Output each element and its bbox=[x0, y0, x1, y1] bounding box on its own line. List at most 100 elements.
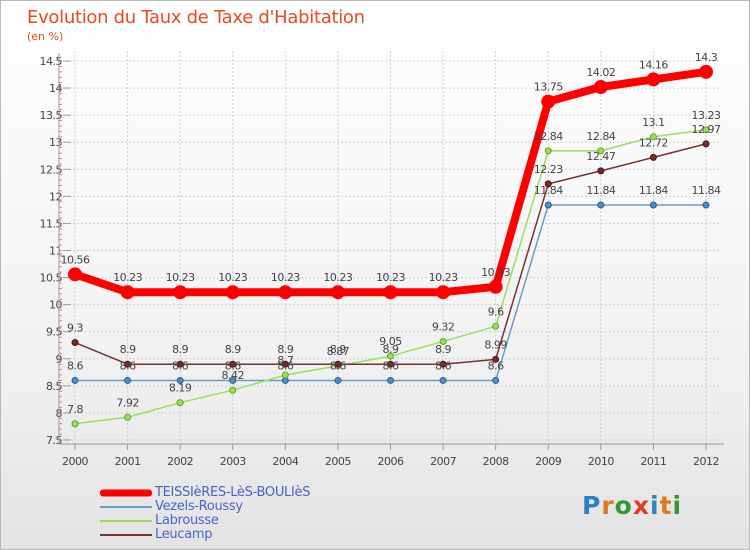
data-point bbox=[334, 360, 342, 368]
logo-letter: P bbox=[582, 491, 602, 520]
data-label: 10.23 bbox=[271, 271, 300, 284]
data-label: 8.9 bbox=[383, 343, 399, 356]
data-point bbox=[544, 180, 552, 188]
data-label: 8.7 bbox=[277, 354, 293, 367]
data-label: 8.99 bbox=[484, 338, 507, 351]
legend-swatch-teissieres bbox=[100, 489, 152, 497]
y-tick-label: 10.5 bbox=[40, 272, 63, 285]
data-point bbox=[229, 376, 237, 384]
data-label: 8.87 bbox=[327, 345, 350, 358]
data-point bbox=[544, 147, 552, 155]
unit-label: (en %) bbox=[27, 30, 64, 43]
data-point bbox=[71, 376, 79, 384]
x-tick-label: 2006 bbox=[378, 455, 404, 468]
data-point bbox=[702, 126, 710, 134]
data-label: 8.9 bbox=[277, 343, 293, 356]
data-point bbox=[124, 413, 132, 421]
data-label: 8.6 bbox=[277, 359, 293, 372]
data-label: 9.3 bbox=[67, 322, 83, 335]
data-point bbox=[544, 201, 552, 209]
x-tick-label: 2003 bbox=[220, 455, 246, 468]
data-point bbox=[492, 355, 500, 363]
data-label: 9.6 bbox=[488, 305, 504, 318]
data-point bbox=[281, 371, 289, 379]
data-label: 8.6 bbox=[488, 359, 504, 372]
data-label: 14.16 bbox=[639, 58, 668, 71]
data-label: 8.9 bbox=[225, 343, 241, 356]
data-label: 7.8 bbox=[67, 403, 83, 416]
data-label: 12.97 bbox=[692, 123, 721, 136]
data-label: 10.23 bbox=[218, 271, 247, 284]
data-label: 8.9 bbox=[172, 343, 188, 356]
data-point bbox=[492, 322, 500, 330]
data-label: 9.05 bbox=[379, 335, 402, 348]
data-label: 8.6 bbox=[120, 359, 136, 372]
data-label: 13.75 bbox=[534, 81, 563, 94]
data-label: 7.92 bbox=[116, 396, 139, 409]
data-label: 12.84 bbox=[534, 130, 563, 143]
x-tick-label: 2010 bbox=[588, 455, 614, 468]
data-point bbox=[387, 360, 394, 368]
logo-letter: i bbox=[650, 491, 660, 520]
data-point bbox=[649, 201, 657, 209]
y-tick-label: 11.5 bbox=[40, 217, 63, 230]
data-label: 14.3 bbox=[695, 51, 718, 64]
x-tick-label: 2001 bbox=[115, 455, 141, 468]
data-point bbox=[387, 376, 394, 384]
x-tick-label: 2007 bbox=[430, 455, 456, 468]
data-point bbox=[436, 285, 451, 300]
data-point bbox=[439, 337, 447, 345]
data-label: 8.6 bbox=[225, 359, 241, 372]
data-label: 10.23 bbox=[166, 271, 195, 284]
data-point bbox=[597, 167, 605, 175]
data-label: 8.9 bbox=[330, 343, 346, 356]
data-label: 8.6 bbox=[435, 359, 451, 372]
legend-swatch-vezels bbox=[100, 506, 152, 508]
x-tick-label: 2008 bbox=[483, 455, 509, 468]
data-label: 12.47 bbox=[586, 150, 615, 163]
data-point bbox=[702, 201, 710, 209]
data-label: 8.6 bbox=[172, 359, 188, 372]
logo-letter: r bbox=[601, 491, 615, 520]
x-tick-label: 2005 bbox=[325, 455, 351, 468]
data-label: 14.02 bbox=[586, 66, 615, 79]
data-label: 10.56 bbox=[61, 253, 90, 266]
data-point bbox=[593, 79, 608, 94]
data-label: 12.84 bbox=[586, 130, 615, 143]
data-point bbox=[173, 285, 188, 300]
data-label: 8.6 bbox=[67, 359, 83, 372]
data-point bbox=[334, 376, 342, 384]
logo-letter: i bbox=[672, 491, 683, 520]
data-label: 11.84 bbox=[639, 184, 668, 197]
x-tick-label: 2004 bbox=[272, 455, 298, 468]
legend-label-vezels: Vezels-Roussy bbox=[155, 499, 243, 514]
data-point bbox=[176, 399, 184, 407]
data-point bbox=[278, 285, 293, 300]
data-point bbox=[649, 133, 657, 141]
data-point bbox=[702, 140, 710, 148]
data-label: 8.6 bbox=[383, 359, 399, 372]
x-tick-label: 2002 bbox=[167, 455, 193, 468]
data-label: 8.9 bbox=[435, 343, 451, 356]
data-point bbox=[68, 267, 82, 282]
data-label: 10.23 bbox=[323, 271, 352, 284]
x-tick-label: 2000 bbox=[62, 455, 88, 468]
data-point bbox=[492, 376, 500, 384]
data-point bbox=[176, 360, 184, 368]
legend-label-leucamp: Leucamp bbox=[155, 527, 213, 542]
data-point bbox=[646, 72, 661, 87]
y-tick-label: 14.5 bbox=[40, 55, 63, 68]
data-point bbox=[229, 386, 237, 394]
data-point bbox=[120, 285, 135, 300]
data-point bbox=[330, 285, 345, 300]
data-label: 12.72 bbox=[639, 136, 668, 149]
data-label: 8.42 bbox=[222, 369, 245, 382]
data-point bbox=[597, 201, 605, 209]
data-point bbox=[699, 64, 713, 79]
y-tick-label: 13.5 bbox=[40, 109, 63, 122]
data-label: 9.32 bbox=[432, 320, 455, 333]
data-point bbox=[124, 376, 132, 384]
data-label: 13.1 bbox=[642, 116, 665, 129]
